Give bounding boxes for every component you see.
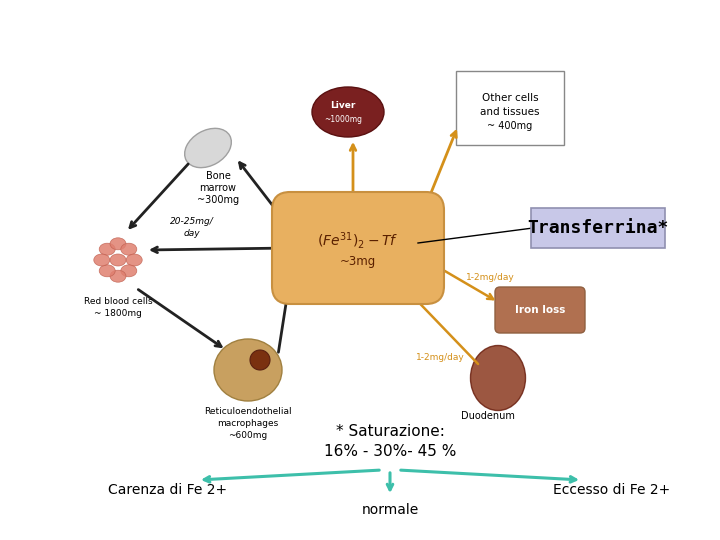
Ellipse shape xyxy=(312,87,384,137)
Text: ~3mg: ~3mg xyxy=(340,255,376,268)
Ellipse shape xyxy=(110,254,126,266)
Text: ~ 1800mg: ~ 1800mg xyxy=(94,309,142,319)
Ellipse shape xyxy=(94,254,110,266)
Text: Liver: Liver xyxy=(330,102,356,111)
FancyBboxPatch shape xyxy=(531,208,665,248)
Text: ~1000mg: ~1000mg xyxy=(324,114,362,124)
Text: $(Fe^{31})_2 - Tf$: $(Fe^{31})_2 - Tf$ xyxy=(318,230,399,251)
Ellipse shape xyxy=(121,243,137,255)
Text: Duodenum: Duodenum xyxy=(461,411,515,421)
FancyBboxPatch shape xyxy=(495,287,585,333)
Text: Reticuloendothelial: Reticuloendothelial xyxy=(204,408,292,416)
Text: and tissues: and tissues xyxy=(480,107,540,117)
Text: * Saturazione:: * Saturazione: xyxy=(336,424,444,440)
Ellipse shape xyxy=(470,346,526,410)
Text: Eccesso di Fe 2+: Eccesso di Fe 2+ xyxy=(554,483,670,497)
Text: ~ 400mg: ~ 400mg xyxy=(487,121,533,131)
Text: 16% - 30%- 45 %: 16% - 30%- 45 % xyxy=(324,444,456,460)
Text: Transferrina*: Transferrina* xyxy=(527,219,669,237)
Text: Iron loss: Iron loss xyxy=(515,305,565,315)
Text: normale: normale xyxy=(361,503,418,517)
FancyBboxPatch shape xyxy=(456,71,564,145)
Ellipse shape xyxy=(99,243,115,255)
FancyBboxPatch shape xyxy=(272,192,444,304)
Ellipse shape xyxy=(126,254,142,266)
Text: Carenza di Fe 2+: Carenza di Fe 2+ xyxy=(109,483,228,497)
Text: Red blood cells: Red blood cells xyxy=(84,298,153,307)
Text: 20-25mg/: 20-25mg/ xyxy=(170,218,214,226)
Text: 1-2mg/day: 1-2mg/day xyxy=(466,273,514,282)
Text: macrophages: macrophages xyxy=(217,420,279,429)
Text: ~300mg: ~300mg xyxy=(197,195,239,205)
Text: day: day xyxy=(184,230,200,239)
Text: Other cells: Other cells xyxy=(482,93,539,103)
Ellipse shape xyxy=(184,129,231,167)
Text: Bone: Bone xyxy=(206,171,230,181)
Text: marrow: marrow xyxy=(199,183,236,193)
Ellipse shape xyxy=(214,339,282,401)
Ellipse shape xyxy=(110,238,126,250)
Text: 1-2mg/day: 1-2mg/day xyxy=(415,354,464,362)
Ellipse shape xyxy=(110,270,126,282)
Ellipse shape xyxy=(250,350,270,370)
Text: ~600mg: ~600mg xyxy=(228,431,268,441)
Ellipse shape xyxy=(121,265,137,277)
Ellipse shape xyxy=(99,265,115,277)
